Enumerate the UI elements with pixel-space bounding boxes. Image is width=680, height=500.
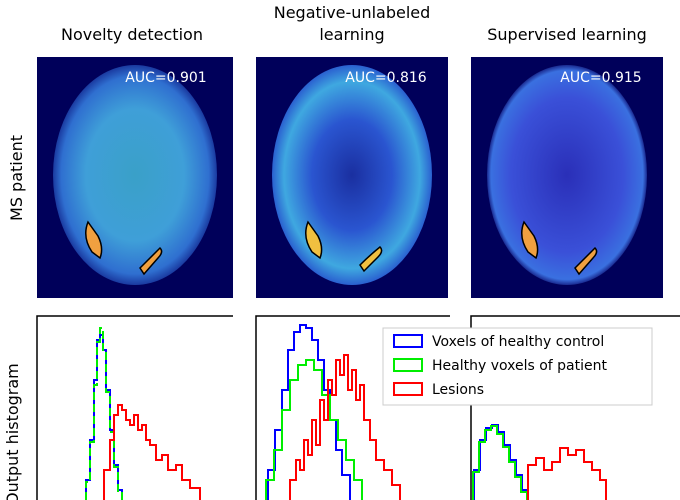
column-title: Supervised learning xyxy=(487,25,646,44)
lesion xyxy=(85,220,103,260)
histogram-line xyxy=(472,425,528,500)
legend-label: Healthy voxels of patient xyxy=(432,358,608,374)
axes xyxy=(255,315,450,500)
brain xyxy=(487,65,647,285)
lesion xyxy=(521,220,539,260)
lesion xyxy=(574,246,598,276)
lesion xyxy=(139,246,163,276)
brain xyxy=(53,65,217,285)
column-title: learning xyxy=(319,25,384,44)
histogram-line xyxy=(527,447,607,500)
histogram-line xyxy=(473,424,529,500)
auc-label: AUC=0.915 xyxy=(560,70,641,86)
legend-swatch xyxy=(393,382,423,396)
axes xyxy=(470,315,680,500)
column-title: Novelty detection xyxy=(61,25,203,44)
histograms xyxy=(36,315,680,500)
histogram-line xyxy=(265,359,363,500)
lesion xyxy=(359,245,383,273)
histogram-line xyxy=(85,327,123,500)
auc-label: AUC=0.816 xyxy=(345,70,427,86)
histogram-line xyxy=(267,324,351,500)
images xyxy=(37,57,663,298)
row-label: MS patient xyxy=(7,135,26,221)
column-title: Negative-unlabeled xyxy=(274,3,431,22)
legend-box xyxy=(382,327,653,406)
legend-label: Voxels of healthy control xyxy=(432,334,604,350)
lesion xyxy=(305,220,323,260)
histogram-line xyxy=(103,404,201,500)
brain xyxy=(272,65,432,285)
histogram-line xyxy=(289,354,401,500)
y-axis-label: Output histogram xyxy=(3,363,22,500)
legend-swatch xyxy=(393,334,423,348)
histogram-line xyxy=(85,334,123,500)
auc-label: AUC=0.901 xyxy=(125,70,206,86)
legend-label: Lesions xyxy=(432,382,484,398)
legend-swatch xyxy=(393,358,423,372)
axes xyxy=(36,315,233,500)
